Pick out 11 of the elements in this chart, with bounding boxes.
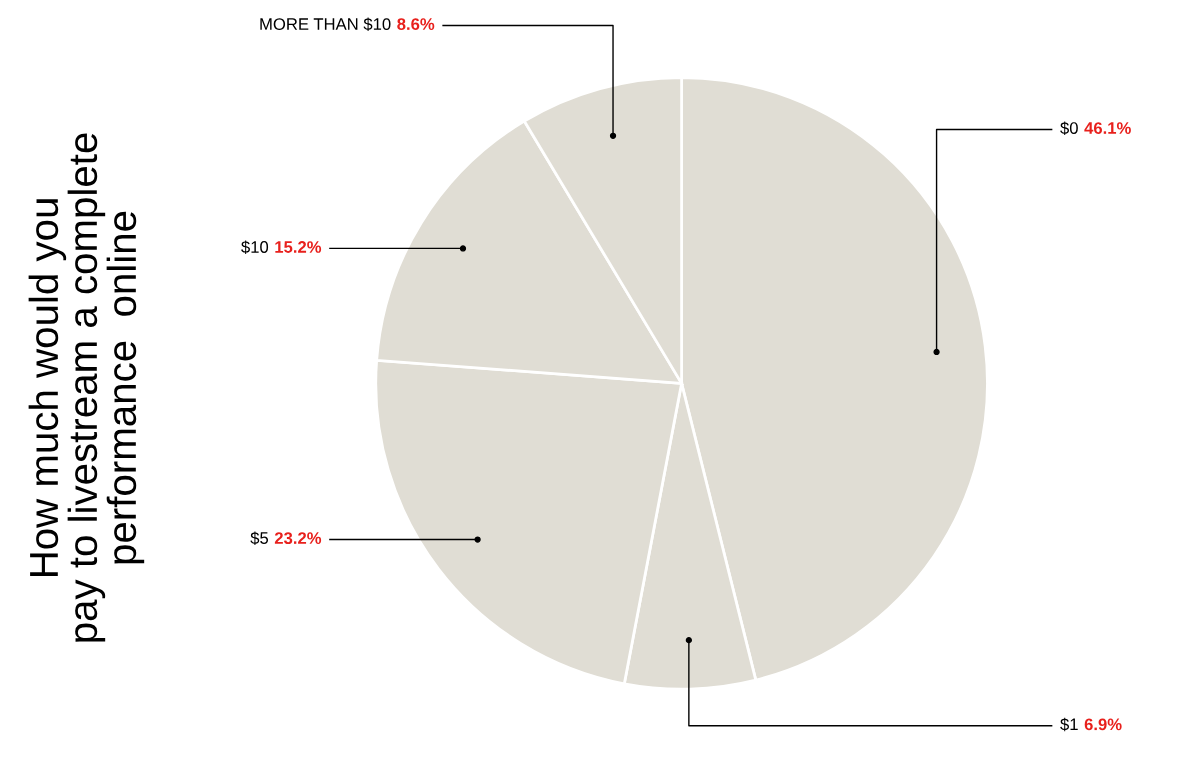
data-label: 6.9%: [1084, 718, 1122, 731]
slice-label: $10: [241, 240, 269, 254]
slice-label: $1: [1060, 717, 1078, 732]
data-label: 8.6%: [397, 18, 435, 30]
slice-label: $5: [250, 531, 269, 545]
data-label: 23.2%: [274, 532, 322, 545]
data-label: 15.2%: [275, 241, 322, 253]
data-label: 46.1%: [1084, 122, 1131, 134]
slice-label: MORE THAN $10: [260, 17, 391, 31]
text: How much would you pay to livestream a complete performance online: [28, 133, 145, 642]
slice-label: $0: [1060, 121, 1078, 135]
